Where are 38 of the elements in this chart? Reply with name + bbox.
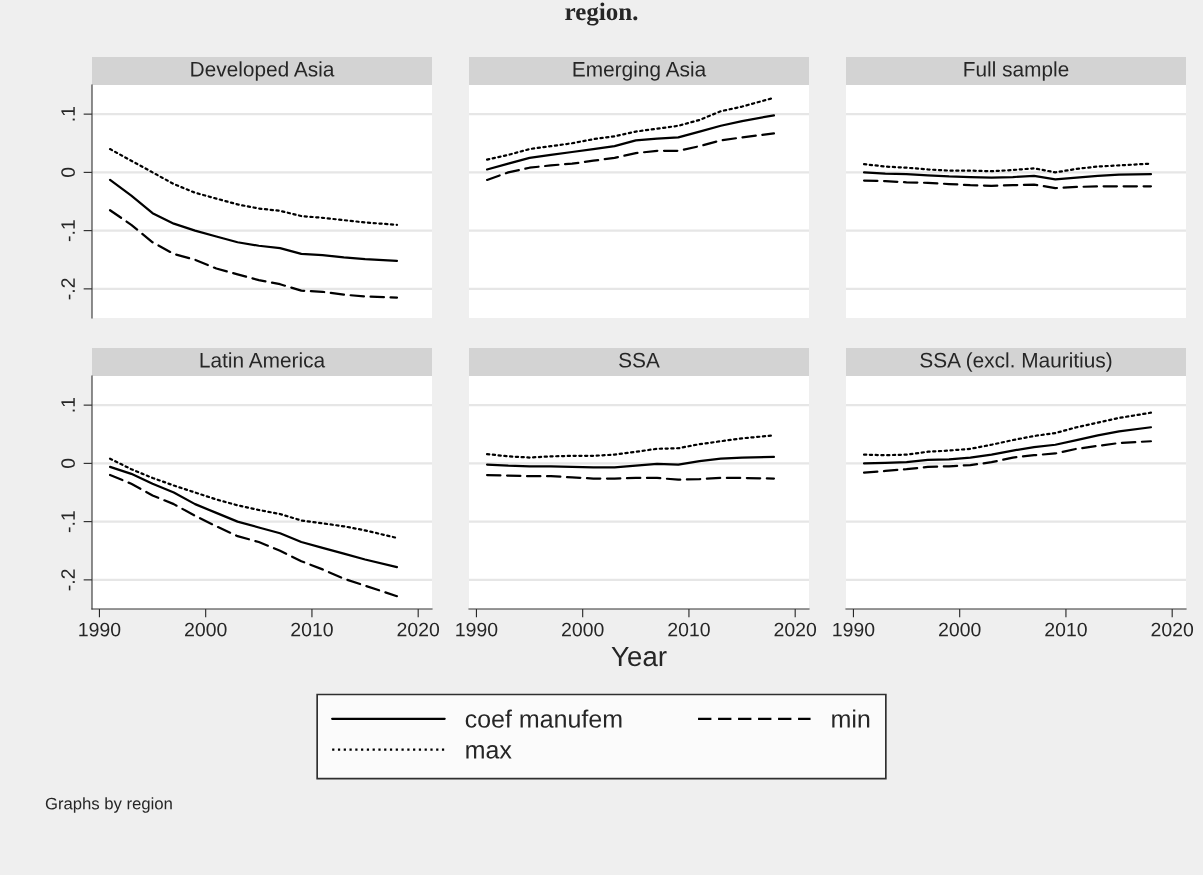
y-tick-label: -.1: [61, 511, 75, 533]
x-tick-label: 2010: [1045, 622, 1087, 637]
x-tick-label: 1990: [833, 622, 875, 637]
legend-label: max: [466, 744, 512, 759]
x-tick-label: 2000: [185, 622, 227, 637]
x-tick-label: 2020: [1151, 622, 1194, 637]
text: Graphs by region: [45, 797, 172, 813]
chart-title: Emerging Asia: [573, 61, 707, 81]
x-tick-label: 2010: [291, 622, 333, 637]
x-tick-label: 2020: [397, 622, 440, 637]
legend-label: coef manufem: [465, 709, 622, 728]
text: region.: [565, 2, 638, 26]
y-tick-label: 0: [61, 458, 75, 469]
x-tick-label: 2020: [774, 622, 817, 637]
y-tick-label: .1: [61, 106, 75, 121]
line-series: [108, 209, 399, 299]
x-axis-title: Year: [611, 646, 667, 667]
y-tick-label: -.1: [61, 220, 75, 242]
line-series: [108, 147, 399, 226]
x-tick-label: 1990: [456, 622, 498, 637]
x-tick-label: 2010: [668, 622, 710, 637]
chart-title: Full sample: [964, 61, 1069, 81]
x-tick-label: 2000: [939, 622, 981, 637]
chart-title: SSA (excl. Mauritius): [920, 352, 1112, 372]
x-tick-label: 2000: [562, 622, 604, 637]
y-tick-label: -.2: [61, 569, 75, 591]
chart-title: Developed Asia: [191, 61, 335, 81]
legend-label: min: [832, 709, 870, 728]
chart-title: Latin America: [200, 352, 326, 368]
y-tick-label: 0: [61, 167, 75, 178]
x-tick-label: 1990: [79, 622, 121, 637]
line-series: [108, 457, 399, 540]
line-series: [108, 473, 399, 598]
y-tick-label: .1: [61, 397, 75, 412]
line-series: [108, 178, 399, 263]
chart-title: SSA: [619, 352, 660, 368]
y-tick-label: -.2: [61, 278, 75, 300]
line-series: [108, 465, 399, 569]
